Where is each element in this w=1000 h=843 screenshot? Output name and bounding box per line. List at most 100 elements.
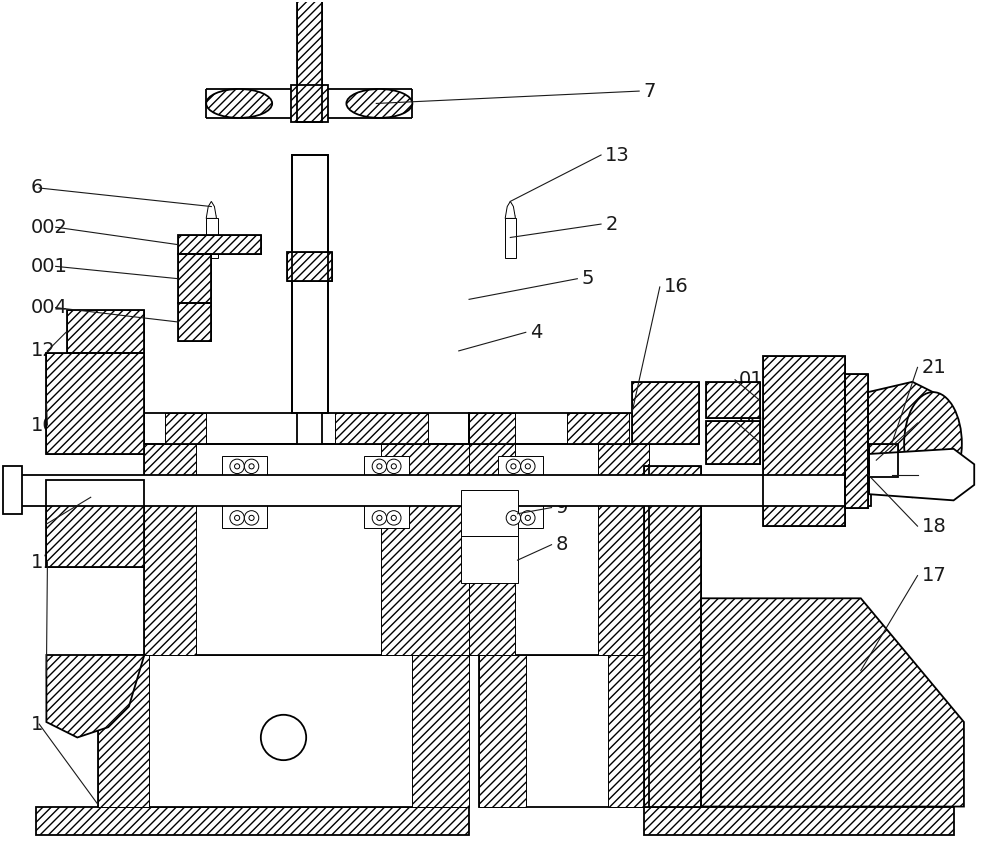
- Bar: [461, 536, 518, 583]
- Bar: [144, 443, 196, 655]
- Text: 8: 8: [556, 535, 568, 554]
- Bar: [291, 85, 328, 122]
- Bar: [644, 466, 701, 807]
- Text: 11: 11: [31, 553, 56, 572]
- Bar: [292, 155, 328, 413]
- Bar: [479, 655, 655, 807]
- Circle shape: [249, 515, 254, 520]
- Text: 3: 3: [82, 488, 95, 507]
- Text: 2: 2: [605, 215, 618, 234]
- Ellipse shape: [206, 89, 272, 118]
- Bar: [297, 0, 322, 122]
- Bar: [845, 373, 868, 507]
- Circle shape: [391, 464, 396, 469]
- Bar: [567, 413, 629, 443]
- Bar: [178, 303, 211, 341]
- Circle shape: [261, 715, 306, 760]
- Circle shape: [372, 459, 387, 474]
- Circle shape: [391, 515, 396, 520]
- Text: 009: 009: [739, 411, 776, 431]
- Circle shape: [387, 511, 401, 525]
- Bar: [292, 155, 328, 413]
- Text: 4: 4: [530, 323, 542, 341]
- Circle shape: [525, 464, 530, 469]
- Bar: [461, 490, 518, 536]
- Text: 002: 002: [31, 217, 68, 237]
- Bar: [469, 443, 515, 655]
- Text: 10: 10: [31, 416, 56, 435]
- Circle shape: [244, 511, 259, 525]
- Circle shape: [235, 515, 240, 520]
- Bar: [706, 382, 760, 418]
- Bar: [297, 413, 322, 443]
- Bar: [469, 413, 649, 443]
- Bar: [36, 807, 469, 835]
- Bar: [381, 443, 469, 655]
- Bar: [706, 421, 760, 464]
- Circle shape: [249, 464, 254, 469]
- Bar: [364, 456, 409, 529]
- Circle shape: [377, 515, 382, 520]
- Polygon shape: [701, 599, 964, 807]
- Bar: [178, 235, 261, 254]
- Bar: [869, 443, 898, 476]
- Polygon shape: [206, 201, 216, 218]
- Circle shape: [372, 511, 387, 525]
- Circle shape: [235, 464, 240, 469]
- Text: 001: 001: [31, 257, 68, 276]
- Bar: [469, 443, 649, 655]
- Bar: [287, 252, 332, 281]
- Bar: [46, 353, 144, 454]
- Circle shape: [525, 515, 530, 520]
- Circle shape: [506, 459, 521, 474]
- Text: 13: 13: [605, 146, 630, 164]
- Text: 20: 20: [922, 414, 946, 432]
- Bar: [632, 382, 699, 443]
- Bar: [165, 413, 206, 443]
- Text: 21: 21: [922, 358, 946, 377]
- Ellipse shape: [904, 392, 962, 495]
- Polygon shape: [869, 448, 974, 501]
- Bar: [644, 807, 954, 835]
- Bar: [3, 466, 22, 513]
- Circle shape: [521, 511, 535, 525]
- Bar: [295, 155, 325, 413]
- Text: 5: 5: [581, 269, 594, 288]
- Bar: [598, 443, 649, 655]
- Bar: [67, 309, 144, 353]
- Text: 6: 6: [31, 179, 43, 197]
- Circle shape: [511, 464, 516, 469]
- Bar: [178, 303, 211, 341]
- Text: 010: 010: [739, 370, 776, 389]
- Bar: [469, 413, 515, 443]
- Bar: [644, 466, 701, 807]
- Bar: [845, 373, 868, 507]
- Bar: [412, 655, 469, 807]
- Bar: [46, 480, 144, 567]
- Circle shape: [230, 511, 244, 525]
- Bar: [46, 353, 144, 454]
- Bar: [706, 421, 760, 464]
- Bar: [632, 382, 699, 443]
- Circle shape: [230, 459, 244, 474]
- Text: 004: 004: [31, 298, 68, 317]
- Bar: [222, 456, 267, 529]
- Bar: [505, 218, 516, 258]
- Bar: [206, 218, 218, 258]
- Text: 9: 9: [556, 498, 568, 517]
- Circle shape: [521, 459, 535, 474]
- Bar: [297, 0, 322, 122]
- Bar: [335, 413, 428, 443]
- Circle shape: [244, 459, 259, 474]
- Bar: [178, 254, 211, 303]
- Bar: [763, 356, 845, 526]
- Text: 16: 16: [664, 277, 689, 297]
- Bar: [178, 235, 261, 254]
- Text: 1: 1: [31, 715, 43, 733]
- Bar: [479, 655, 526, 807]
- Bar: [287, 252, 332, 281]
- Bar: [67, 309, 144, 353]
- Bar: [608, 655, 655, 807]
- Bar: [144, 413, 469, 443]
- Polygon shape: [505, 201, 515, 218]
